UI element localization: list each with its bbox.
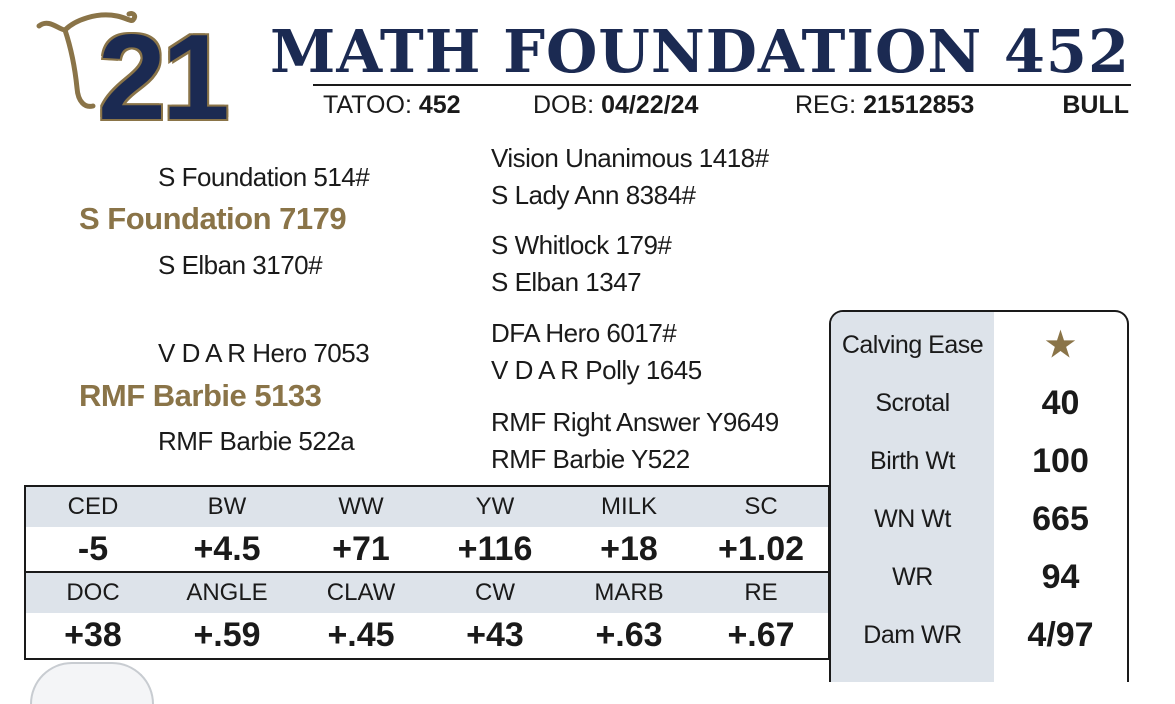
epd-label: CED — [67, 493, 119, 520]
epd-label: RE — [744, 579, 778, 606]
epd-label: CW — [475, 579, 515, 606]
title-rule — [313, 84, 1131, 86]
reg-value: 21512853 — [863, 91, 975, 119]
epd-label: CLAW — [326, 579, 396, 606]
stat-label: Scrotal — [875, 389, 950, 417]
sex-value: BULL — [1062, 91, 1129, 119]
stat-value: 4/97 — [1027, 616, 1094, 654]
epd-value: +.67 — [727, 616, 795, 654]
pedigree-dam-dam-dam: RMF Barbie Y522 — [491, 444, 690, 474]
stat-row-wr: WR 94 — [831, 548, 1127, 606]
pedigree-dam-dam: RMF Barbie 522a — [158, 426, 355, 456]
epd-value: +18 — [600, 530, 658, 568]
epd-value: +.59 — [193, 616, 261, 654]
stat-label: Birth Wt — [870, 447, 955, 475]
lot-number: 21 — [98, 9, 230, 145]
stat-value: 665 — [1032, 500, 1089, 538]
sex-field: BULL — [1062, 90, 1129, 120]
pedigree-sire-sire: S Foundation 514# — [158, 162, 370, 192]
stat-row-dam-wr: Dam WR 4/97 — [831, 606, 1127, 664]
stat-label: Calving Ease — [841, 331, 984, 359]
photo-placeholder — [30, 662, 154, 704]
reg-field: REG: 21512853 — [795, 90, 974, 120]
stat-row-calving-ease: Calving Ease ★ — [831, 316, 1127, 374]
epd-label: MARB — [594, 579, 664, 606]
pedigree-dam: RMF Barbie 5133 — [79, 378, 322, 413]
animal-name: MATH FOUNDATION 452 — [270, 17, 1130, 86]
pedigree-sire-dam-dam: S Elban 1347 — [491, 267, 642, 297]
epd-label: ANGLE — [186, 579, 268, 606]
stat-label: WR — [892, 563, 933, 591]
stat-row-birth-wt: Birth Wt 100 — [831, 432, 1127, 490]
pedigree-sire-sire-dam: S Lady Ann 8384# — [491, 180, 696, 210]
stat-value: 94 — [1041, 558, 1080, 596]
tattoo-label: TATOO: — [323, 91, 412, 119]
stat-label: WN Wt — [874, 505, 951, 533]
epd-value: +4.5 — [193, 530, 261, 568]
epd-label: BW — [207, 493, 247, 520]
stat-row-wn-wt: WN Wt 665 — [831, 490, 1127, 548]
pedigree-sire: S Foundation 7179 — [79, 201, 347, 236]
pedigree-sire-dam-sire: S Whitlock 179# — [491, 230, 672, 260]
epd-value: +.63 — [595, 616, 663, 654]
tattoo-value: 452 — [418, 91, 461, 119]
star-icon: ★ — [1045, 326, 1076, 364]
stat-label: Dam WR — [863, 621, 962, 649]
reg-label: REG: — [795, 91, 857, 119]
epd-value: +116 — [457, 530, 533, 568]
epd-value: +1.02 — [717, 530, 805, 568]
dob-label: DOB: — [533, 91, 595, 119]
dob-value: 04/22/24 — [601, 91, 699, 119]
pedigree-sire-dam: S Elban 3170# — [158, 250, 323, 280]
tattoo-field: TATOO: 452 — [323, 90, 461, 120]
epd-label: SC — [744, 493, 778, 520]
stat-value: 40 — [1041, 384, 1080, 422]
epd-divider — [26, 571, 828, 573]
cow-head-icon — [36, 11, 138, 109]
epd-value: +38 — [64, 616, 122, 654]
epd-value: +71 — [332, 530, 390, 568]
dob-field: DOB: 04/22/24 — [533, 90, 698, 120]
pedigree-sire-sire-sire: Vision Unanimous 1418# — [491, 143, 769, 173]
epd-header-row-1 — [26, 487, 828, 527]
pedigree-dam-sire: V D A R Hero 7053 — [158, 338, 370, 368]
epd-label: WW — [338, 493, 384, 520]
epd-value: -5 — [77, 530, 109, 568]
stats-label-column — [831, 312, 994, 682]
epd-label: YW — [475, 493, 515, 520]
epd-label: MILK — [600, 493, 657, 520]
stat-value: 100 — [1032, 442, 1089, 480]
epd-label: DOC — [66, 579, 120, 606]
epd-header-row-2 — [26, 573, 828, 613]
pedigree-dam-sire-sire: DFA Hero 6017# — [491, 318, 677, 348]
performance-panel: Calving Ease ★ Scrotal 40 Birth Wt 100 W… — [829, 310, 1129, 682]
epd-value: +43 — [466, 616, 524, 654]
pedigree-dam-dam-sire: RMF Right Answer Y9649 — [491, 407, 779, 437]
stat-row-scrotal: Scrotal 40 — [831, 374, 1127, 432]
epd-value: +.45 — [327, 616, 395, 654]
epd-table: CED BW WW YW MILK SC -5 +4.5 +71 +116 +1… — [24, 485, 830, 660]
pedigree-dam-sire-dam: V D A R Polly 1645 — [491, 355, 702, 385]
